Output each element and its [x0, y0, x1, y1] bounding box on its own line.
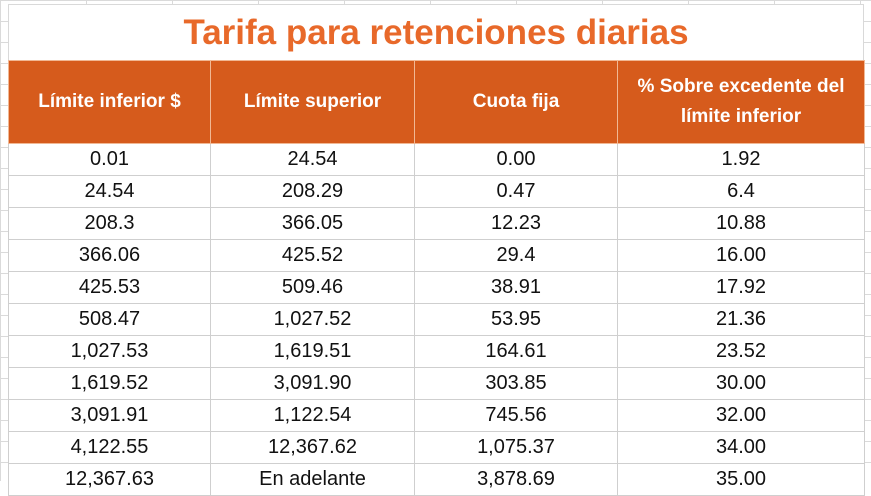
cell-fixed-fee[interactable]: 745.56: [414, 399, 618, 432]
tariff-sheet: Tarifa para retenciones diarias Límite i…: [8, 4, 865, 496]
cell-excess-percent[interactable]: 1.92: [617, 143, 865, 176]
cell-lower-limit[interactable]: 0.01: [8, 143, 211, 176]
cell-lower-limit[interactable]: 208.3: [8, 207, 211, 240]
cell-upper-limit[interactable]: 366.05: [210, 207, 415, 240]
cell-fixed-fee[interactable]: 303.85: [414, 367, 618, 400]
cell-lower-limit[interactable]: 4,122.55: [8, 431, 211, 464]
cell-fixed-fee[interactable]: 0.47: [414, 175, 618, 208]
cell-fixed-fee[interactable]: 53.95: [414, 303, 618, 336]
cell-upper-limit[interactable]: 425.52: [210, 239, 415, 272]
cell-upper-limit[interactable]: 12,367.62: [210, 431, 415, 464]
cell-excess-percent[interactable]: 30.00: [617, 367, 865, 400]
cell-excess-percent[interactable]: 16.00: [617, 239, 865, 272]
table-row: 3,091.91 1,122.54 745.56 32.00: [8, 399, 865, 432]
table-row: 0.01 24.54 0.00 1.92: [8, 143, 865, 176]
cell-fixed-fee[interactable]: 29.4: [414, 239, 618, 272]
table-body: 0.01 24.54 0.00 1.92 24.54 208.29 0.47 6.4 208.3…: [8, 143, 865, 496]
cell-fixed-fee[interactable]: 164.61: [414, 335, 618, 368]
cell-excess-percent[interactable]: 34.00: [617, 431, 865, 464]
table-row: 12,367.63 En adelante 3,878.69 35.00: [8, 463, 865, 496]
cell-excess-percent[interactable]: 23.52: [617, 335, 865, 368]
cell-excess-percent[interactable]: 32.00: [617, 399, 865, 432]
cell-excess-percent[interactable]: 21.36: [617, 303, 865, 336]
header-fixed-fee[interactable]: Cuota fija: [414, 60, 618, 144]
cell-upper-limit[interactable]: 1,027.52: [210, 303, 415, 336]
cell-fixed-fee[interactable]: 0.00: [414, 143, 618, 176]
cell-upper-limit[interactable]: 1,122.54: [210, 399, 415, 432]
cell-lower-limit[interactable]: 3,091.91: [8, 399, 211, 432]
header-excess-percent[interactable]: % Sobre excedente del límite inferior: [617, 60, 865, 144]
cell-lower-limit[interactable]: 12,367.63: [8, 463, 211, 496]
table-row: 425.53 509.46 38.91 17.92: [8, 271, 865, 304]
cell-lower-limit[interactable]: 366.06: [8, 239, 211, 272]
table-row: 24.54 208.29 0.47 6.4: [8, 175, 865, 208]
tariff-table: Límite inferior $ Límite superior Cuota …: [8, 60, 865, 496]
cell-lower-limit[interactable]: 508.47: [8, 303, 211, 336]
cell-lower-limit[interactable]: 1,027.53: [8, 335, 211, 368]
header-upper-limit[interactable]: Límite superior: [210, 60, 415, 144]
cell-excess-percent[interactable]: 17.92: [617, 271, 865, 304]
table-title[interactable]: Tarifa para retenciones diarias: [8, 4, 864, 60]
table-row: 4,122.55 12,367.62 1,075.37 34.00: [8, 431, 865, 464]
cell-excess-percent[interactable]: 35.00: [617, 463, 865, 496]
cell-excess-percent[interactable]: 10.88: [617, 207, 865, 240]
cell-fixed-fee[interactable]: 38.91: [414, 271, 618, 304]
table-row: 1,027.53 1,619.51 164.61 23.52: [8, 335, 865, 368]
header-row: Límite inferior $ Límite superior Cuota …: [8, 60, 865, 144]
cell-fixed-fee[interactable]: 12.23: [414, 207, 618, 240]
cell-upper-limit[interactable]: En adelante: [210, 463, 415, 496]
header-lower-limit[interactable]: Límite inferior $: [8, 60, 211, 144]
cell-fixed-fee[interactable]: 3,878.69: [414, 463, 618, 496]
cell-upper-limit[interactable]: 1,619.51: [210, 335, 415, 368]
table-row: 508.47 1,027.52 53.95 21.36: [8, 303, 865, 336]
cell-excess-percent[interactable]: 6.4: [617, 175, 865, 208]
cell-fixed-fee[interactable]: 1,075.37: [414, 431, 618, 464]
table-row: 1,619.52 3,091.90 303.85 30.00: [8, 367, 865, 400]
cell-lower-limit[interactable]: 24.54: [8, 175, 211, 208]
cell-upper-limit[interactable]: 24.54: [210, 143, 415, 176]
cell-lower-limit[interactable]: 1,619.52: [8, 367, 211, 400]
table-row: 366.06 425.52 29.4 16.00: [8, 239, 865, 272]
cell-lower-limit[interactable]: 425.53: [8, 271, 211, 304]
cell-upper-limit[interactable]: 3,091.90: [210, 367, 415, 400]
cell-upper-limit[interactable]: 509.46: [210, 271, 415, 304]
cell-upper-limit[interactable]: 208.29: [210, 175, 415, 208]
table-row: 208.3 366.05 12.23 10.88: [8, 207, 865, 240]
